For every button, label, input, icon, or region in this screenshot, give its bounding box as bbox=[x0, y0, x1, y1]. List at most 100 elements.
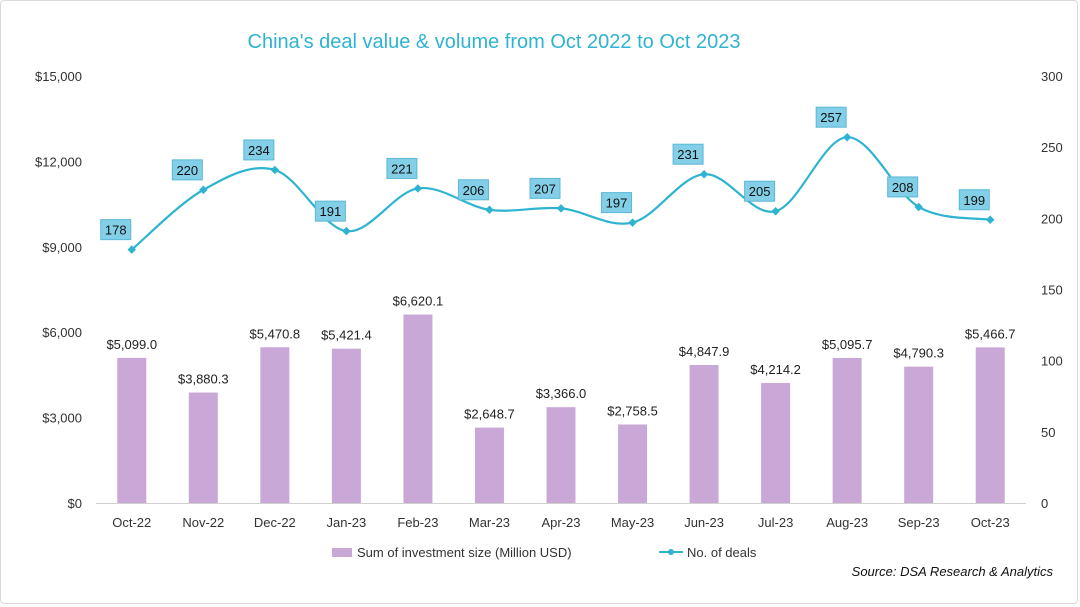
y-left-tick-label: $12,000 bbox=[35, 154, 82, 169]
deals-point bbox=[985, 215, 995, 224]
bar bbox=[546, 407, 576, 503]
y-right-tick-label: 250 bbox=[1041, 140, 1063, 155]
x-tick-label: Apr-23 bbox=[541, 515, 580, 530]
deals-data-label: 205 bbox=[749, 184, 771, 199]
bar bbox=[331, 348, 361, 503]
x-tick-label: Jul-23 bbox=[758, 515, 793, 530]
deals-point bbox=[771, 206, 780, 216]
deals-point bbox=[199, 185, 208, 195]
x-tick-label: Mar-23 bbox=[469, 515, 510, 530]
bar-data-label: $5,421.4 bbox=[321, 328, 372, 343]
x-tick-label: May-23 bbox=[611, 515, 654, 530]
axes: $0 $3,000 $6,000 $9,000 $12,000 $15,000 0 50 100… bbox=[35, 69, 1063, 530]
deals-label-box bbox=[601, 192, 633, 214]
bar-data-label: $4,790.3 bbox=[893, 346, 944, 361]
deals-point bbox=[342, 226, 351, 236]
source-note: Source: DSA Research & Analytics bbox=[852, 564, 1054, 579]
bar bbox=[832, 357, 862, 503]
bar-data-label: $2,758.5 bbox=[607, 403, 658, 418]
deals-point bbox=[628, 218, 637, 227]
bar bbox=[403, 314, 433, 503]
x-tick-label: Oct-23 bbox=[971, 515, 1010, 530]
deals-label-box bbox=[529, 177, 561, 199]
deals-point bbox=[842, 132, 852, 142]
bar bbox=[689, 364, 719, 503]
legend: Sum of investment size (Million USD) No.… bbox=[332, 545, 757, 560]
deals-label-box bbox=[958, 189, 990, 211]
line-series: 178 220 234 191 221 206 207 197 231 205 257 208 199 bbox=[100, 106, 995, 254]
chart-title: China's deal value & volume from Oct 202… bbox=[248, 31, 741, 53]
x-tick-label: Aug-23 bbox=[826, 515, 868, 530]
bar-data-label: $4,214.2 bbox=[750, 362, 801, 377]
deals-data-label: 234 bbox=[248, 143, 270, 158]
bar-data-label: $5,095.7 bbox=[822, 337, 873, 352]
y-left-tick-label: $3,000 bbox=[42, 411, 82, 426]
x-tick-label: Sep-23 bbox=[898, 515, 940, 530]
legend-label-deals: No. of deals bbox=[687, 545, 757, 560]
x-tick-label: Oct-22 bbox=[112, 515, 151, 530]
deals-label-box bbox=[815, 106, 847, 128]
bar bbox=[618, 424, 648, 503]
y-left-tick-label: $15,000 bbox=[35, 69, 82, 84]
deals-data-label: 206 bbox=[463, 183, 485, 198]
bar bbox=[474, 427, 504, 503]
y-left-tick-label: $9,000 bbox=[42, 240, 82, 255]
y-right-tick-label: 50 bbox=[1041, 425, 1055, 440]
deals-label-box bbox=[314, 200, 346, 222]
bar bbox=[975, 347, 1005, 503]
bar bbox=[761, 383, 791, 503]
x-tick-label: Nov-22 bbox=[182, 515, 224, 530]
deals-data-label: 208 bbox=[892, 180, 914, 195]
bar-data-label: $3,366.0 bbox=[536, 386, 587, 401]
y-right-tick-label: 200 bbox=[1041, 211, 1063, 226]
deals-label-box bbox=[887, 176, 919, 198]
deals-label-box bbox=[457, 179, 489, 201]
x-tick-label: Feb-23 bbox=[397, 515, 438, 530]
bar-data-label: $5,099.0 bbox=[106, 337, 157, 352]
legend-label-bars: Sum of investment size (Million USD) bbox=[357, 545, 572, 560]
deals-point bbox=[485, 205, 494, 215]
x-tick-label: Jan-23 bbox=[327, 515, 367, 530]
deals-data-label: 231 bbox=[677, 147, 699, 162]
bar-data-label: $5,466.7 bbox=[965, 326, 1016, 341]
bar bbox=[117, 357, 147, 503]
deals-label-box bbox=[100, 219, 132, 241]
deals-data-label: 178 bbox=[105, 223, 127, 238]
x-tick-label: Jun-23 bbox=[684, 515, 724, 530]
deals-data-label: 199 bbox=[963, 193, 985, 208]
deals-label-box bbox=[243, 139, 275, 161]
deals-point bbox=[127, 245, 137, 254]
bar bbox=[188, 392, 218, 503]
bar-data-label: $6,620.1 bbox=[393, 294, 444, 309]
legend-swatch-bars bbox=[332, 548, 352, 557]
y-left-tick-label: $0 bbox=[68, 496, 82, 511]
y-left-tick-label: $6,000 bbox=[42, 325, 82, 340]
bar-data-label: $4,847.9 bbox=[679, 344, 730, 359]
deals-label-box bbox=[171, 159, 203, 181]
bar-data-label: $5,470.8 bbox=[250, 326, 301, 341]
deals-data-label: 221 bbox=[391, 161, 413, 176]
deals-point bbox=[556, 204, 566, 213]
legend-marker-deals bbox=[668, 549, 674, 555]
deals-data-label: 197 bbox=[606, 196, 628, 211]
deals-point bbox=[413, 184, 423, 193]
deals-data-label: 191 bbox=[320, 204, 342, 219]
x-tick-label: Dec-22 bbox=[254, 515, 296, 530]
y-right-tick-label: 150 bbox=[1041, 283, 1063, 298]
y-right-tick-label: 100 bbox=[1041, 354, 1063, 369]
deals-data-label: 207 bbox=[534, 181, 556, 196]
bar bbox=[260, 347, 290, 503]
bar bbox=[904, 366, 934, 503]
deals-label-box bbox=[672, 143, 704, 165]
deals-point bbox=[270, 165, 280, 175]
y-right-tick-label: 300 bbox=[1041, 69, 1063, 84]
deals-data-label: 257 bbox=[820, 110, 842, 125]
bar-series: $5,099.0 $3,880.3 $5,470.8 $5,421.4 $6,620.1… bbox=[106, 294, 1016, 503]
y-right-tick-label: 0 bbox=[1041, 496, 1048, 511]
deals-label-box bbox=[386, 157, 418, 179]
deals-label-box bbox=[744, 180, 776, 202]
bar-data-label: $3,880.3 bbox=[178, 372, 229, 387]
deals-data-label: 220 bbox=[176, 163, 198, 178]
